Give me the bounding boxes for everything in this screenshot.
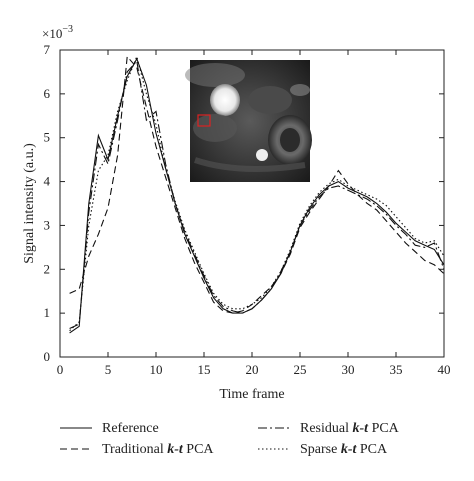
y-tick-label: 3 [44, 217, 51, 232]
x-tick-label: 20 [246, 362, 259, 377]
series-lines [69, 54, 445, 334]
legend-label-2: Residual k-t PCA [300, 421, 400, 436]
legend-label-0: Reference [102, 421, 159, 436]
inset-mri-image [185, 60, 312, 182]
x-tick-label: 5 [105, 362, 112, 377]
legend: Reference Residual k-t PCA Traditional k-t… [60, 421, 400, 457]
roi-red-square [197, 114, 211, 127]
x-tick-label: 25 [294, 362, 307, 377]
y-tick-label: 1 [44, 305, 51, 320]
y-tick-label: 4 [44, 174, 51, 189]
y-tick-label: 7 [44, 42, 51, 57]
legend-label-3: Sparse k-t PCA [300, 442, 388, 457]
x-tick-label: 35 [390, 362, 403, 377]
legend-label-1: Traditional k-t PCA [102, 442, 214, 457]
axis-ticks: 0 5 10 15 20 25 30 35 40 0 1 2 3 4 5 6 7 [44, 42, 451, 377]
y-tick-label: 2 [44, 261, 51, 276]
y-tick-label: 5 [44, 130, 51, 145]
x-tick-label: 40 [438, 362, 451, 377]
y-axis-multiplier-exponent: −3 [62, 24, 73, 35]
x-axis-label: Time frame [219, 387, 284, 402]
y-tick-label: 0 [44, 349, 51, 364]
series-line-1 [69, 55, 445, 314]
y-axis-multiplier: ×10−3 [42, 24, 73, 41]
series-line-2 [69, 59, 445, 329]
series-line-0 [69, 57, 445, 334]
x-tick-label: 10 [150, 362, 163, 377]
x-tick-label: 15 [198, 362, 211, 377]
y-axis-label: Signal intensity (a.u.) [22, 143, 37, 264]
x-tick-label: 0 [57, 362, 64, 377]
x-tick-label: 30 [342, 362, 355, 377]
y-tick-label: 6 [44, 86, 51, 101]
